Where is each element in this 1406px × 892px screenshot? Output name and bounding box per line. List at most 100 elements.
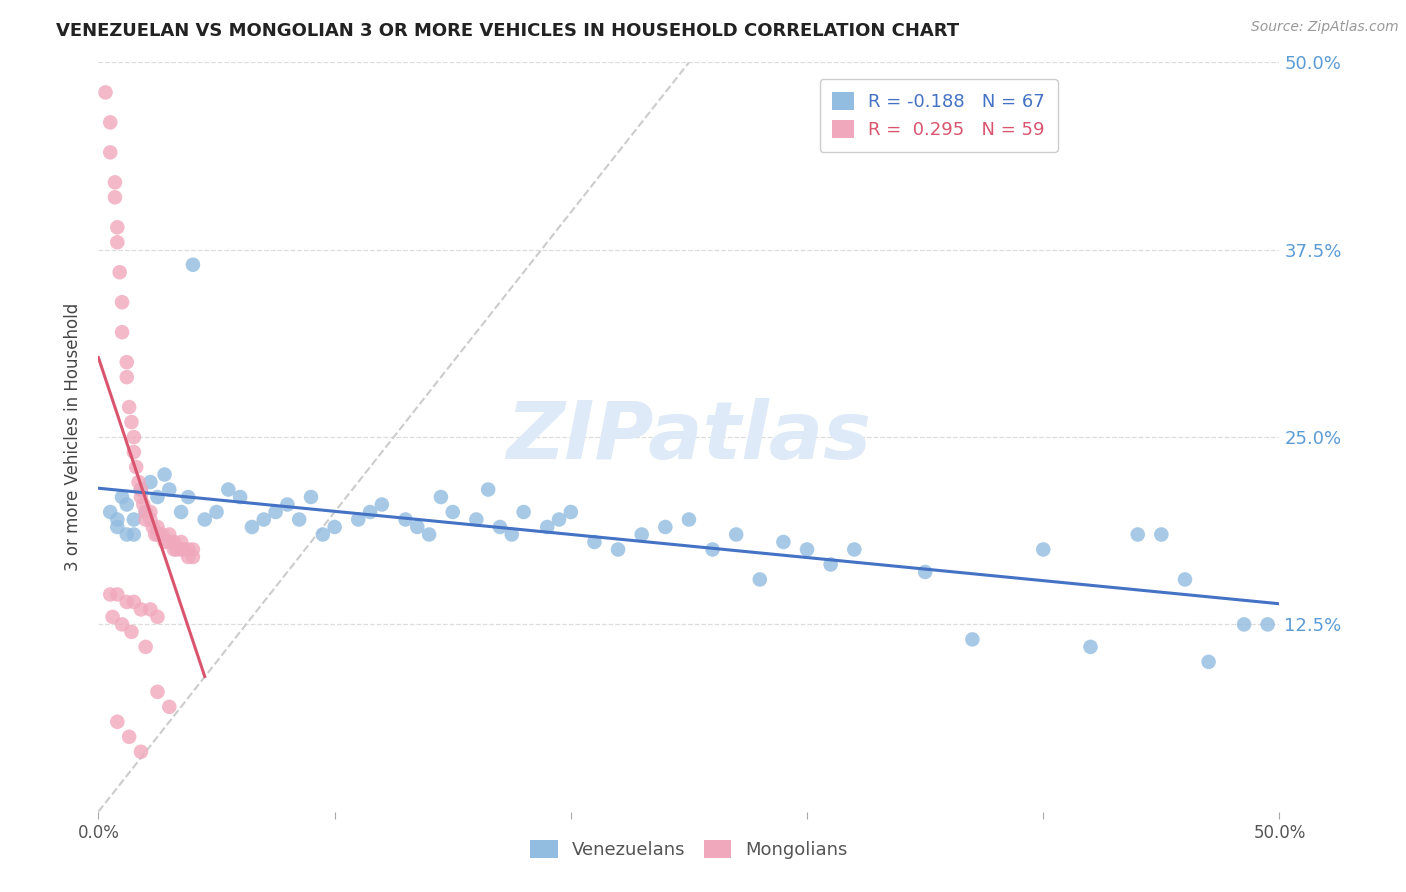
Point bbox=[1174, 573, 1197, 587]
Point bbox=[111, 325, 134, 339]
Point bbox=[172, 542, 194, 557]
Point bbox=[157, 527, 180, 541]
Point bbox=[170, 535, 193, 549]
Point bbox=[1080, 640, 1102, 654]
Point bbox=[1150, 527, 1173, 541]
Point bbox=[240, 520, 263, 534]
Point bbox=[129, 602, 152, 616]
Point bbox=[323, 520, 346, 534]
Point bbox=[1233, 617, 1256, 632]
Y-axis label: 3 or more Vehicles in Household: 3 or more Vehicles in Household bbox=[65, 303, 83, 571]
Point bbox=[1032, 542, 1054, 557]
Point bbox=[607, 542, 630, 557]
Point bbox=[139, 512, 162, 526]
Point bbox=[111, 490, 134, 504]
Point bbox=[143, 527, 166, 541]
Point bbox=[111, 617, 134, 632]
Point bbox=[108, 265, 131, 279]
Point bbox=[104, 175, 127, 189]
Point bbox=[371, 498, 394, 512]
Point bbox=[94, 86, 117, 100]
Point bbox=[122, 595, 145, 609]
Point bbox=[115, 498, 138, 512]
Point bbox=[98, 505, 121, 519]
Point bbox=[548, 512, 571, 526]
Point bbox=[796, 542, 818, 557]
Point bbox=[394, 512, 416, 526]
Point bbox=[194, 512, 217, 526]
Point bbox=[441, 505, 464, 519]
Point bbox=[177, 549, 200, 564]
Point bbox=[146, 527, 169, 541]
Point bbox=[115, 355, 138, 369]
Point bbox=[105, 512, 128, 526]
Point bbox=[177, 542, 200, 557]
Point bbox=[299, 490, 322, 504]
Point bbox=[122, 430, 145, 444]
Point bbox=[536, 520, 558, 534]
Text: ZIPatlas: ZIPatlas bbox=[506, 398, 872, 476]
Point bbox=[146, 685, 169, 699]
Point bbox=[135, 640, 157, 654]
Point bbox=[820, 558, 842, 572]
Point bbox=[748, 573, 770, 587]
Point bbox=[844, 542, 866, 557]
Point bbox=[163, 542, 186, 557]
Point bbox=[406, 520, 429, 534]
Point bbox=[132, 498, 155, 512]
Point bbox=[1257, 617, 1279, 632]
Point bbox=[139, 505, 162, 519]
Point bbox=[118, 730, 141, 744]
Point bbox=[139, 475, 162, 489]
Point bbox=[165, 542, 187, 557]
Point bbox=[135, 505, 157, 519]
Point bbox=[512, 505, 534, 519]
Point bbox=[122, 512, 145, 526]
Point bbox=[962, 632, 984, 647]
Point bbox=[115, 595, 138, 609]
Point bbox=[105, 520, 128, 534]
Point bbox=[347, 512, 370, 526]
Point bbox=[501, 527, 523, 541]
Point bbox=[170, 542, 193, 557]
Point bbox=[98, 587, 121, 601]
Point bbox=[121, 624, 143, 639]
Point bbox=[129, 483, 152, 497]
Point bbox=[288, 512, 311, 526]
Point bbox=[359, 505, 381, 519]
Point bbox=[105, 714, 128, 729]
Point bbox=[1126, 527, 1149, 541]
Point bbox=[157, 699, 180, 714]
Point bbox=[217, 483, 239, 497]
Point bbox=[122, 527, 145, 541]
Point bbox=[153, 467, 176, 482]
Point bbox=[678, 512, 700, 526]
Legend: Venezuelans, Mongolians: Venezuelans, Mongolians bbox=[523, 832, 855, 866]
Point bbox=[118, 400, 141, 414]
Point bbox=[105, 587, 128, 601]
Point bbox=[702, 542, 724, 557]
Point bbox=[129, 490, 152, 504]
Point bbox=[111, 295, 134, 310]
Point bbox=[105, 235, 128, 250]
Point bbox=[772, 535, 794, 549]
Point bbox=[146, 520, 169, 534]
Point bbox=[312, 527, 335, 541]
Point bbox=[98, 115, 121, 129]
Point bbox=[157, 535, 180, 549]
Point bbox=[135, 505, 157, 519]
Point bbox=[1198, 655, 1220, 669]
Point bbox=[146, 610, 169, 624]
Point bbox=[264, 505, 287, 519]
Point bbox=[157, 483, 180, 497]
Point bbox=[914, 565, 936, 579]
Point bbox=[98, 145, 121, 160]
Point bbox=[177, 490, 200, 504]
Point bbox=[163, 535, 186, 549]
Point bbox=[430, 490, 453, 504]
Point bbox=[181, 542, 204, 557]
Point bbox=[205, 505, 228, 519]
Point bbox=[654, 520, 676, 534]
Point bbox=[129, 483, 152, 497]
Point bbox=[181, 549, 204, 564]
